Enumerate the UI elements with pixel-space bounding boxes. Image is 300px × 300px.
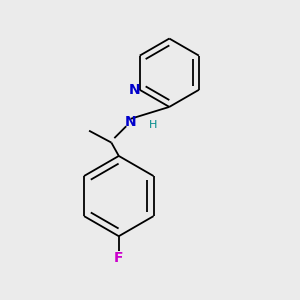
Text: H: H: [149, 120, 157, 130]
Text: F: F: [114, 251, 124, 266]
Text: N: N: [125, 115, 136, 129]
Text: N: N: [129, 83, 140, 97]
